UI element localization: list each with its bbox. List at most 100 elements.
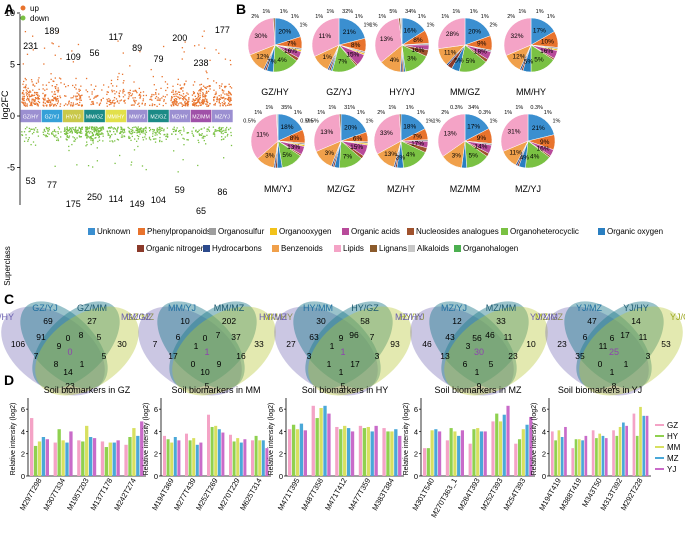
- down-point: [109, 127, 112, 129]
- pie-slice-label: 4%: [390, 57, 400, 64]
- down-point: [173, 150, 175, 152]
- down-point: [204, 135, 206, 138]
- down-point: [97, 131, 99, 133]
- up-point: [29, 95, 31, 98]
- up-point: [215, 93, 217, 95]
- up-point: [54, 91, 56, 93]
- up-point: [171, 96, 173, 99]
- up-point: [113, 96, 116, 99]
- down-point: [43, 128, 46, 131]
- up-point: [144, 103, 146, 105]
- up-point: [36, 103, 39, 105]
- down-point: [65, 138, 67, 140]
- venn-region-count: 7: [370, 332, 375, 342]
- up-point: [156, 99, 158, 101]
- down-point: [57, 132, 59, 135]
- bar: [514, 443, 518, 476]
- legend-swatch: [203, 245, 210, 252]
- venn-region-count: 5: [97, 332, 102, 342]
- up-point: [162, 45, 165, 48]
- down-point: [30, 128, 32, 130]
- down-point: [144, 136, 146, 138]
- down-count-label: 114: [109, 194, 123, 204]
- up-point: [199, 92, 201, 94]
- up-point: [183, 51, 185, 53]
- up-point: [229, 103, 231, 106]
- down-point: [166, 127, 169, 129]
- down-point: [148, 138, 151, 140]
- down-point: [96, 147, 98, 149]
- up-point: [123, 90, 125, 92]
- down-point: [25, 137, 27, 139]
- group-strip: [212, 109, 233, 123]
- down-point: [58, 128, 61, 130]
- up-point: [197, 100, 199, 102]
- venn-region-count: 106: [11, 339, 25, 349]
- up-point: [21, 98, 23, 100]
- y-tick-label: 0: [542, 472, 546, 481]
- down-point: [203, 127, 205, 129]
- up-point: [162, 95, 164, 97]
- up-point: [223, 102, 225, 105]
- down-point: [27, 140, 29, 142]
- down-point: [145, 138, 147, 140]
- up-point: [70, 97, 72, 99]
- down-point: [95, 132, 98, 134]
- up-point: [214, 104, 216, 106]
- down-point: [177, 138, 179, 140]
- pie-slice-label: 1%: [322, 54, 332, 61]
- down-point: [181, 134, 183, 136]
- up-point: [80, 104, 83, 106]
- down-point: [139, 130, 141, 132]
- down-point: [208, 126, 210, 128]
- up-point: [25, 79, 27, 81]
- legend-label: Unknown: [97, 227, 130, 236]
- down-point: [85, 145, 87, 147]
- down-point: [98, 135, 101, 138]
- up-point: [230, 87, 233, 89]
- down-point: [66, 135, 69, 137]
- down-count-label: 104: [151, 195, 166, 205]
- up-point: [151, 104, 153, 107]
- down-point: [194, 130, 197, 132]
- down-point: [72, 128, 75, 131]
- pie-slice-label: 16%: [536, 145, 549, 152]
- group-strip: [41, 109, 63, 123]
- down-point: [67, 129, 69, 132]
- down-point: [109, 137, 111, 139]
- up-point: [174, 100, 176, 102]
- up-point: [108, 100, 110, 103]
- bar: [173, 437, 177, 476]
- pie-slice: [437, 113, 466, 157]
- pie-small-label: 1%: [426, 23, 434, 29]
- bar: [207, 414, 210, 476]
- up-point: [78, 88, 80, 91]
- up-point: [26, 105, 29, 107]
- down-point: [117, 128, 119, 130]
- up-point: [218, 85, 221, 87]
- up-point: [222, 92, 224, 94]
- up-point: [79, 95, 81, 98]
- down-point: [74, 138, 77, 141]
- up-point: [85, 89, 87, 91]
- up-point: [48, 81, 50, 84]
- venn-region-count: 7: [34, 351, 39, 361]
- up-point: [92, 103, 94, 105]
- down-point: [97, 133, 100, 135]
- legend-label: HY: [667, 432, 679, 441]
- up-point: [24, 101, 26, 104]
- up-point: [228, 91, 231, 94]
- up-point: [184, 104, 187, 106]
- down-point: [229, 127, 232, 129]
- up-point: [202, 85, 205, 87]
- venn-region-count: 6: [176, 332, 181, 342]
- up-point: [188, 100, 190, 102]
- venn-region-count: 46: [485, 330, 495, 340]
- bar: [65, 442, 69, 476]
- down-point: [90, 127, 93, 130]
- venn-set: [564, 301, 652, 389]
- down-point: [92, 166, 94, 168]
- up-point: [132, 97, 134, 99]
- up-point: [192, 104, 194, 106]
- up-point: [158, 103, 161, 105]
